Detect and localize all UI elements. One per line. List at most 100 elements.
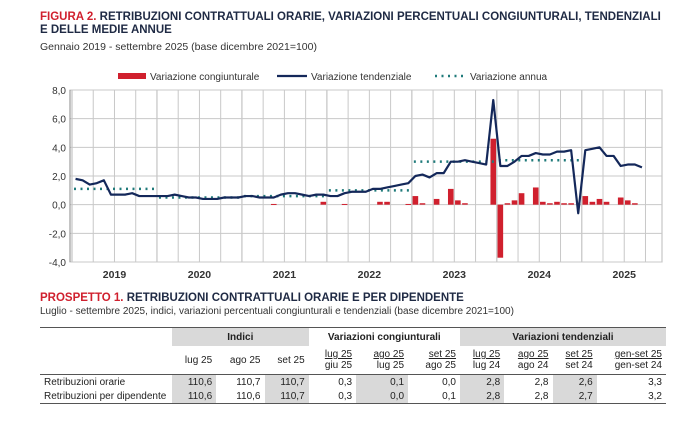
table-cell: 110,6 (172, 389, 217, 404)
table-cell: 2,8 (504, 389, 553, 404)
bar-congiunturale (589, 201, 596, 205)
column-header-top: lug 25 (472, 349, 501, 360)
bar-congiunturale (490, 138, 497, 205)
column-header-top: set 25 (565, 349, 593, 360)
column-header: lug 25 lug 24 (460, 346, 505, 375)
column-header-top: ago 25 (373, 349, 405, 360)
table-cell: 0,0 (442, 376, 456, 388)
bar-congiunturale (547, 203, 553, 205)
bar-congiunturale (561, 203, 567, 205)
column-header-bottom: giu 25 (324, 360, 353, 371)
x-tick-label: 2022 (358, 269, 382, 281)
table-cell: 0,1 (408, 389, 460, 404)
bar-congiunturale (511, 200, 518, 205)
prospetto-table: Indici Variazioni congiunturali Variazio… (40, 327, 666, 404)
row-label: Retribuzioni per dipendente (40, 389, 172, 404)
table-cell: 110,7 (236, 376, 261, 388)
y-tick-label: 0,0 (52, 201, 66, 212)
prospetto-title: PROSPETTO 1. RETRIBUZIONI CONTRATTUALI O… (40, 292, 670, 305)
table-cell: 2,8 (460, 389, 505, 404)
column-header: set 25 ago 25 (408, 346, 460, 375)
table-cell: 2,8 (460, 374, 505, 389)
prospetto-label: PROSPETTO 1. (40, 292, 124, 304)
column-header-bottom: set 24 (565, 360, 593, 371)
tendenziale-line (75, 98, 643, 215)
bar-congiunturale (603, 201, 610, 205)
bar-congiunturale (419, 203, 426, 205)
figure-label: FIGURA 2. (40, 11, 97, 23)
prospetto-subtitle: Luglio - settembre 2025, indici, variazi… (40, 306, 514, 317)
column-header: lug 25 giu 25 (308, 346, 357, 375)
chart: 8,0 6,0 4,0 2,0 0,0 -2,0 -4,0 2019 2020 2021 2022 2… (49, 72, 663, 281)
x-tick-label: 2024 (528, 269, 552, 281)
x-tick-label: 2020 (188, 269, 212, 281)
bar-congiunturale (377, 201, 383, 205)
column-header: ago 25 (216, 346, 265, 375)
column-header-bottom: gen-set 24 (614, 360, 662, 371)
figure-subtitle: Gennaio 2019 - settembre 2025 (base dice… (40, 41, 317, 53)
table-cell: 110,7 (264, 374, 309, 389)
bar-congiunturale (624, 200, 631, 205)
group-header-row: Indici Variazioni congiunturali Variazio… (40, 327, 666, 346)
y-tick-label: 2,0 (52, 172, 66, 183)
legend-swatch-congiunturale (118, 73, 146, 79)
table-cell: 2,8 (534, 376, 549, 388)
table-cell: 2,6 (552, 374, 597, 389)
x-tick-label: 2019 (103, 269, 127, 281)
bar-congiunturale (504, 203, 511, 205)
table-cell: 0,3 (308, 389, 357, 404)
empty-cell (40, 327, 172, 346)
group-header: Variazioni congiunturali (308, 327, 460, 346)
bar-congiunturale (320, 201, 327, 205)
table-cell: 2,7 (552, 389, 597, 404)
column-header: set 25 (264, 346, 309, 375)
bar-congiunturale (617, 197, 624, 205)
column-header-top: lug 25 (324, 349, 353, 360)
table-row: Retribuzioni orarie 110,6 110,7 110,7 0,3 0,1… (40, 374, 666, 389)
column-header-top: ago 25 (517, 349, 549, 360)
legend-label: Variazione congiunturale (150, 72, 260, 83)
bar-congiunturale (405, 203, 412, 205)
bar-congiunturale (540, 201, 546, 205)
figure-title: FIGURA 2. RETRIBUZIONI CONTRATTUALI ORAR… (40, 11, 670, 37)
table-cell: 3,3 (648, 376, 662, 388)
bar-congiunturale (447, 188, 454, 205)
table-cell: 110,6 (172, 374, 217, 389)
bar-congiunturale (384, 201, 390, 205)
group-header: Indici (172, 327, 309, 346)
y-tick-label: 4,0 (52, 143, 66, 154)
y-tick-label: -4,0 (49, 258, 67, 269)
bar-congiunturale (596, 198, 603, 205)
bar-congiunturale (554, 201, 560, 205)
column-header: gen-set 25 gen-set 24 (596, 346, 666, 375)
column-header-top: set 25 (428, 349, 456, 360)
table-cell: 0,1 (356, 374, 409, 389)
column-header: set 25 set 24 (552, 346, 597, 375)
x-tick-label: 2025 (613, 269, 637, 281)
row-label: Retribuzioni orarie (44, 376, 126, 388)
bar-congiunturale (433, 198, 440, 205)
bar-congiunturale (518, 193, 525, 205)
empty-cell (40, 346, 172, 375)
bar-congiunturale (270, 203, 277, 205)
y-tick-label: 6,0 (52, 115, 66, 126)
table-cell: 0,3 (338, 376, 353, 388)
table-cell: 110,6 (216, 389, 265, 404)
table-cell: 110,7 (264, 389, 309, 404)
y-tick-label: -2,0 (49, 229, 67, 240)
legend-label: Variazione annua (470, 72, 548, 83)
table-cell: 3,2 (596, 389, 666, 404)
bar-congiunturale (462, 203, 468, 205)
bar-congiunturale (568, 203, 574, 205)
figure-title-text: RETRIBUZIONI CONTRATTUALI ORARIE, VARIAZ… (40, 11, 661, 36)
column-header-bottom: ago 25 (425, 360, 456, 371)
table-row: Retribuzioni per dipendente 110,6 110,6 110… (40, 389, 666, 404)
legend-label: Variazione tendenziale (311, 72, 412, 83)
column-header-row: lug 25 ago 25 set 25 lug 25 giu 25 ago 25 lug … (40, 346, 666, 375)
column-header: ago 25 lug 25 (356, 346, 409, 375)
column-header: lug 25 (172, 346, 217, 375)
bar-congiunturale (497, 204, 504, 258)
bar-congiunturale (341, 203, 348, 205)
x-tick-label: 2021 (273, 269, 297, 281)
